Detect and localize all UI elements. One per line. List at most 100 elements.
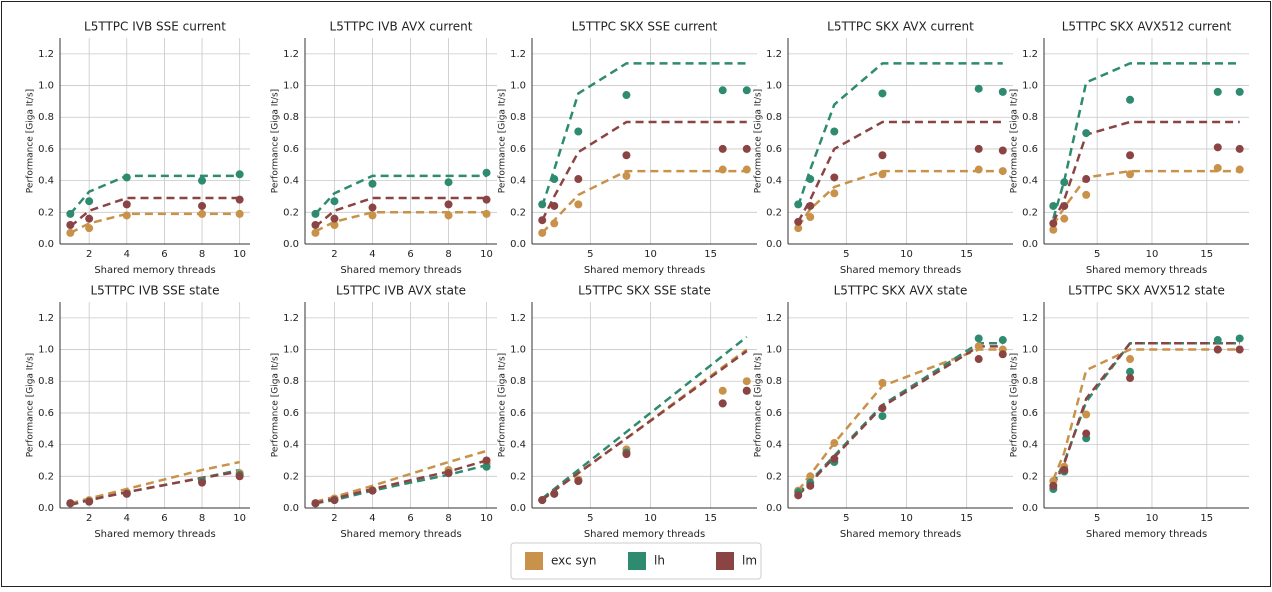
y-tick-label: 1.2	[283, 313, 299, 324]
x-tick-label: 15	[960, 249, 973, 260]
y-tick-label: 0.8	[766, 112, 782, 123]
point	[830, 189, 839, 198]
x-tick-label: 10	[900, 249, 913, 260]
x-tick-label: 10	[900, 513, 913, 524]
point	[550, 219, 559, 228]
point	[444, 211, 453, 220]
y-axis-label: Performance [Giga It/s]	[498, 353, 508, 457]
point	[806, 481, 815, 490]
legend-label: lh	[654, 554, 665, 568]
x-tick-label: 10	[233, 513, 246, 524]
point	[311, 220, 320, 229]
y-tick-label: 0.4	[283, 176, 299, 187]
point	[122, 200, 131, 209]
point	[85, 224, 94, 233]
point	[1126, 95, 1135, 104]
y-tick-label: 1.2	[510, 313, 526, 324]
model-line	[541, 335, 748, 500]
point	[718, 165, 727, 174]
model-line	[541, 348, 748, 500]
y-tick-label: 1.0	[1022, 345, 1038, 356]
y-tick-label: 0.8	[510, 112, 526, 123]
point	[330, 220, 339, 229]
point	[122, 489, 131, 498]
y-tick-label: 0.6	[283, 144, 299, 155]
x-axis-label: Shared memory threads	[94, 529, 215, 540]
point	[444, 178, 453, 187]
y-tick-label: 1.0	[766, 81, 782, 92]
y-tick-label: 0.2	[1022, 207, 1038, 218]
y-tick-label: 1.0	[283, 345, 299, 356]
y-tick-label: 0.4	[1022, 440, 1038, 451]
y-tick-label: 0.0	[283, 503, 299, 514]
point	[198, 209, 207, 218]
chart-title: L5TTPC SKX AVX state	[834, 284, 968, 298]
y-tick-label: 0.2	[283, 207, 299, 218]
x-axis-label: Shared memory threads	[340, 265, 461, 276]
point	[235, 170, 244, 179]
point	[974, 84, 983, 93]
point	[482, 462, 491, 471]
point	[742, 377, 751, 386]
point	[718, 144, 727, 153]
point	[574, 477, 583, 486]
x-tick-label: 8	[199, 249, 205, 260]
x-tick-label: 10	[480, 513, 493, 524]
point	[550, 201, 559, 210]
point	[878, 151, 887, 160]
point	[85, 214, 94, 223]
point	[311, 228, 320, 237]
x-tick-label: 15	[960, 513, 973, 524]
model-line	[314, 174, 487, 215]
point	[198, 201, 207, 210]
point	[311, 209, 320, 218]
x-tick-label: 10	[480, 249, 493, 260]
y-tick-label: 0.0	[766, 503, 782, 514]
point	[998, 87, 1007, 96]
y-tick-label: 0.2	[283, 471, 299, 482]
x-tick-label: 4	[124, 249, 130, 260]
x-tick-label: 6	[407, 513, 413, 524]
point	[830, 439, 839, 448]
y-tick-label: 0.6	[1022, 408, 1038, 419]
y-tick-label: 0.2	[510, 207, 526, 218]
point	[1049, 225, 1058, 234]
point	[1049, 201, 1058, 210]
y-tick-label: 0.4	[510, 176, 526, 187]
point	[482, 456, 491, 465]
x-tick-label: 15	[1200, 249, 1213, 260]
y-tick-label: 0.0	[1022, 503, 1038, 514]
y-tick-label: 1.2	[1022, 313, 1038, 324]
y-axis-label: Performance [Giga It/s]	[498, 89, 508, 193]
x-tick-label: 10	[1146, 513, 1159, 524]
point	[1126, 170, 1135, 179]
point	[538, 228, 547, 237]
point	[1049, 481, 1058, 490]
point	[806, 201, 815, 210]
point	[878, 378, 887, 387]
y-tick-label: 0.2	[510, 471, 526, 482]
point	[122, 211, 131, 220]
point	[998, 350, 1007, 359]
y-axis-label: Performance [Giga It/s]	[271, 353, 281, 457]
point	[794, 217, 803, 226]
point	[66, 209, 75, 218]
point	[1235, 334, 1244, 343]
point	[538, 496, 547, 505]
x-axis-label: Shared memory threads	[1086, 529, 1207, 540]
x-tick-label: 15	[704, 249, 717, 260]
y-tick-label: 0.8	[283, 112, 299, 123]
point	[622, 450, 631, 459]
y-tick-label: 1.2	[766, 49, 782, 60]
y-tick-label: 0.2	[766, 471, 782, 482]
y-tick-label: 0.2	[766, 207, 782, 218]
y-tick-label: 0.8	[510, 376, 526, 387]
point	[330, 197, 339, 206]
y-axis-label: Performance [Giga It/s]	[754, 89, 764, 193]
point	[330, 496, 339, 505]
point	[574, 200, 583, 209]
y-tick-label: 0.6	[38, 408, 54, 419]
point	[1235, 345, 1244, 354]
point	[1082, 175, 1091, 184]
